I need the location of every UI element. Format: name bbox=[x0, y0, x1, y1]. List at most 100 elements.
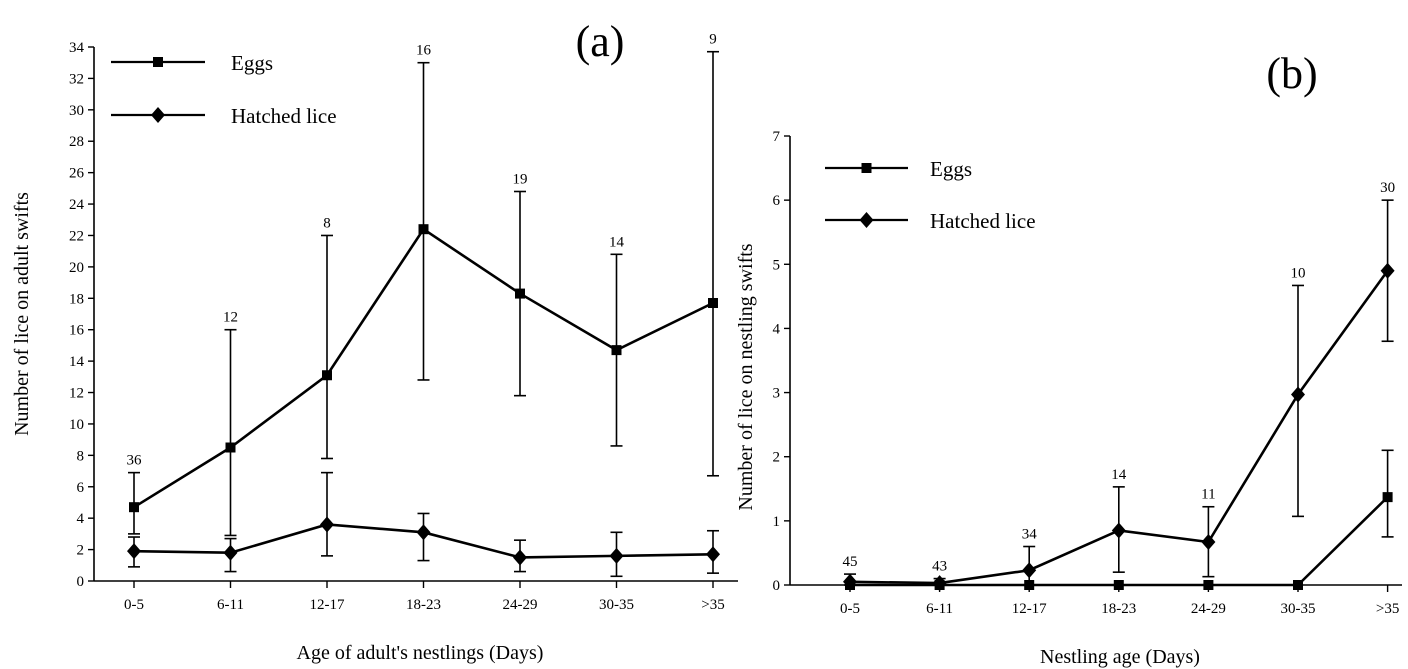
panel-label: (b) bbox=[1266, 49, 1317, 98]
data-point bbox=[127, 543, 141, 560]
y-tick-label: 26 bbox=[69, 166, 85, 182]
x-axis-title: Age of adult's nestlings (Days) bbox=[297, 642, 544, 664]
data-point bbox=[418, 224, 429, 235]
data-point bbox=[609, 547, 624, 564]
y-tick-label: 34 bbox=[69, 40, 85, 56]
data-point bbox=[1380, 262, 1395, 279]
sample-size-label: 12 bbox=[223, 310, 238, 326]
data-point bbox=[706, 546, 720, 563]
x-tick-label: 12-17 bbox=[1012, 601, 1047, 617]
x-tick-label: 12-17 bbox=[310, 597, 345, 613]
x-tick-label: >35 bbox=[1376, 601, 1399, 617]
sample-size-label: 16 bbox=[416, 43, 432, 59]
y-tick-label: 12 bbox=[69, 386, 84, 402]
y-tick-label: 5 bbox=[773, 257, 781, 273]
y-tick-label: 1 bbox=[773, 514, 781, 530]
data-point bbox=[611, 345, 622, 356]
sample-size-label: 34 bbox=[1022, 527, 1038, 543]
y-tick-label: 2 bbox=[77, 543, 85, 559]
data-point bbox=[320, 516, 334, 533]
x-tick-label: 0-5 bbox=[124, 597, 144, 613]
y-tick-label: 6 bbox=[77, 480, 85, 496]
data-point bbox=[1201, 534, 1216, 551]
x-tick-label: 6-11 bbox=[926, 601, 953, 617]
data-point bbox=[225, 442, 236, 453]
series-eggs bbox=[128, 50, 719, 537]
legend-label: Hatched lice bbox=[231, 104, 337, 128]
data-point bbox=[1293, 580, 1303, 590]
data-point bbox=[513, 549, 527, 566]
x-tick-label: 0-5 bbox=[840, 601, 860, 617]
data-point bbox=[515, 288, 525, 299]
series-hatched-lice bbox=[127, 471, 720, 578]
sample-size-label: 30 bbox=[1380, 180, 1395, 196]
legend-label: Hatched lice bbox=[930, 209, 1036, 233]
y-tick-label: 16 bbox=[69, 323, 85, 339]
x-axis-title: Nestling age (Days) bbox=[1040, 646, 1200, 668]
sample-size-label: 10 bbox=[1291, 265, 1306, 281]
sample-size-label: 8 bbox=[323, 215, 331, 231]
legend-entry: Eggs bbox=[825, 157, 972, 181]
y-axis-title: Number of lice on adult swifts bbox=[11, 192, 33, 436]
y-tick-label: 3 bbox=[773, 386, 781, 402]
x-tick-label: 18-23 bbox=[406, 597, 441, 613]
x-tick-label: 18-23 bbox=[1101, 601, 1136, 617]
x-tick-label: 30-35 bbox=[1281, 601, 1316, 617]
legend-label: Eggs bbox=[930, 157, 972, 181]
legend-square-icon bbox=[861, 163, 872, 173]
data-point bbox=[223, 544, 238, 561]
data-point bbox=[1022, 562, 1037, 579]
x-tick-label: 6-11 bbox=[217, 597, 244, 613]
sample-size-label: 45 bbox=[843, 554, 858, 570]
y-tick-label: 6 bbox=[773, 193, 781, 209]
y-tick-label: 28 bbox=[69, 134, 84, 150]
data-point bbox=[708, 298, 718, 309]
data-point bbox=[416, 524, 431, 541]
sample-size-label: 11 bbox=[1201, 487, 1215, 503]
panel-label: (a) bbox=[576, 17, 625, 66]
data-point bbox=[322, 370, 332, 381]
y-tick-label: 22 bbox=[69, 228, 84, 244]
data-point bbox=[1111, 522, 1126, 539]
y-tick-label: 24 bbox=[69, 197, 85, 213]
legend-diamond-icon bbox=[859, 212, 874, 228]
y-tick-label: 32 bbox=[69, 71, 84, 87]
data-point bbox=[1291, 386, 1305, 403]
data-point bbox=[1203, 580, 1214, 590]
x-tick-label: 30-35 bbox=[599, 597, 634, 613]
y-tick-label: 4 bbox=[773, 321, 781, 337]
y-tick-label: 8 bbox=[77, 448, 85, 464]
y-tick-label: 0 bbox=[773, 578, 781, 594]
legend-entry: Eggs bbox=[111, 51, 273, 75]
y-tick-label: 10 bbox=[69, 417, 84, 433]
y-tick-label: 7 bbox=[773, 129, 781, 145]
legend-square-icon bbox=[153, 57, 163, 67]
sample-size-label: 14 bbox=[1111, 467, 1127, 483]
y-axis-title: Number of lice on nestling swifts bbox=[735, 243, 757, 510]
y-tick-label: 0 bbox=[77, 574, 85, 590]
x-tick-label: 24-29 bbox=[503, 597, 538, 613]
y-tick-label: 14 bbox=[69, 354, 85, 370]
y-tick-label: 18 bbox=[69, 291, 84, 307]
data-point bbox=[932, 575, 947, 592]
sample-size-label: 9 bbox=[709, 32, 717, 48]
sample-size-label: 36 bbox=[127, 453, 143, 469]
x-tick-label: >35 bbox=[701, 597, 724, 613]
y-tick-label: 2 bbox=[773, 450, 781, 466]
legend-diamond-icon bbox=[151, 107, 165, 123]
legend-entry: Hatched lice bbox=[111, 104, 337, 128]
data-point bbox=[129, 502, 139, 513]
y-tick-label: 20 bbox=[69, 260, 84, 276]
legend-label: Eggs bbox=[231, 51, 273, 75]
y-tick-label: 4 bbox=[77, 511, 85, 527]
x-tick-label: 24-29 bbox=[1191, 601, 1226, 617]
sample-size-label: 19 bbox=[513, 171, 528, 187]
series-hatched-lice bbox=[843, 199, 1395, 592]
data-point bbox=[1113, 580, 1124, 590]
sample-size-label: 14 bbox=[609, 234, 625, 250]
legend-entry: Hatched lice bbox=[825, 209, 1036, 233]
data-point bbox=[1382, 492, 1393, 503]
